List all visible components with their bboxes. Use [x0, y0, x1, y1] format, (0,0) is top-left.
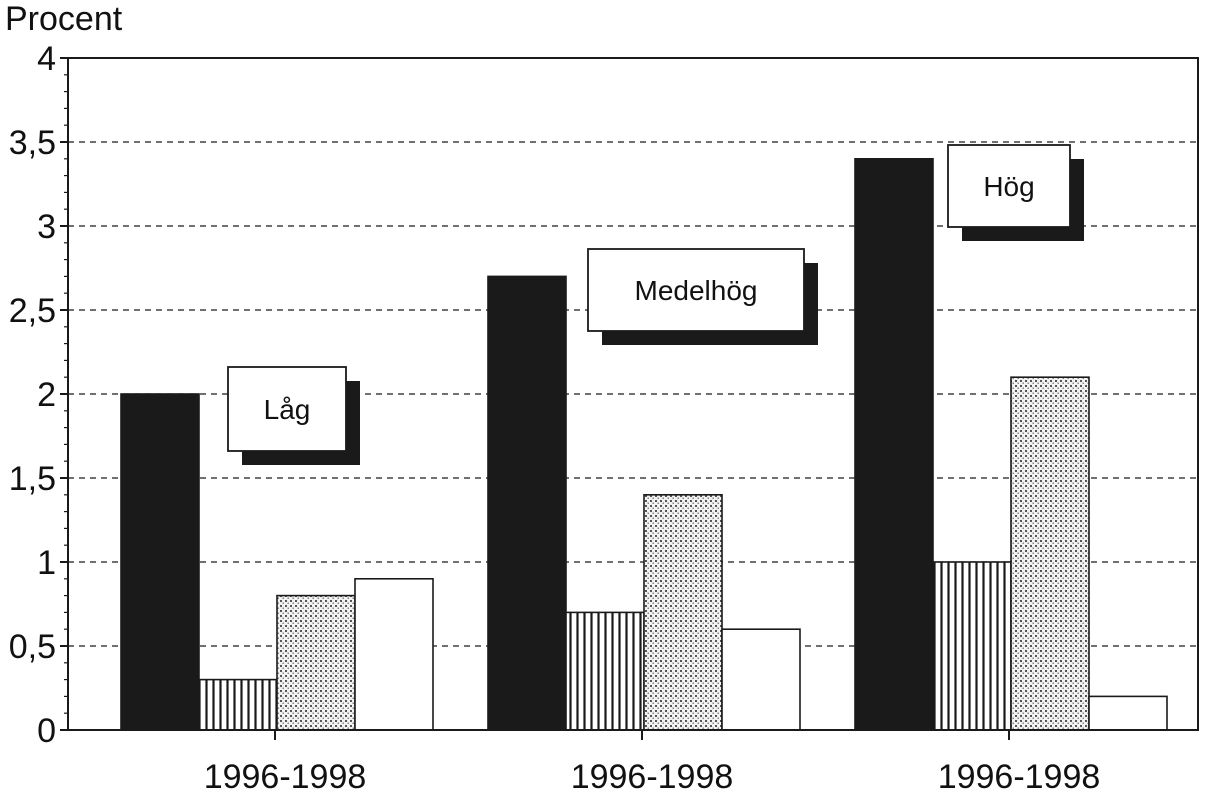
y-tick-label: 0	[37, 712, 56, 750]
plot-area-frame	[67, 57, 1199, 731]
bar	[487, 275, 567, 731]
x-axis-ticks: 1996-1998 1996-1998 1996-1998	[204, 730, 1101, 796]
bar	[565, 611, 645, 731]
y-tick-label: 0,5	[9, 628, 56, 666]
callout-box	[587, 248, 805, 332]
bar	[198, 678, 278, 731]
bar	[643, 493, 723, 731]
bar	[120, 393, 200, 731]
y-tick-label: 1	[37, 544, 56, 582]
bar	[721, 628, 801, 731]
y-tick-label: 2	[37, 376, 56, 414]
bars	[120, 158, 1168, 731]
y-tick-label: 2,5	[9, 292, 56, 330]
bar	[854, 158, 934, 731]
group-callouts: Låg Medelhög Hög	[227, 144, 1084, 465]
y-axis-label: Procent	[5, 0, 123, 38]
x-tick-label: 1996-1998	[938, 758, 1101, 796]
group-label: Hög	[983, 171, 1034, 202]
group-label: Medelhög	[635, 275, 758, 306]
bar	[1088, 695, 1168, 731]
bar	[1010, 376, 1090, 731]
y-tick-label: 1,5	[9, 460, 56, 498]
y-tick-label: 4	[37, 40, 56, 78]
group-label: Låg	[264, 394, 311, 425]
bar	[932, 561, 1012, 731]
callout-box	[947, 144, 1071, 228]
y-tick-label: 3	[37, 208, 56, 246]
x-tick-label: 1996-1998	[204, 758, 367, 796]
y-tick-label: 3,5	[9, 124, 56, 162]
bar	[276, 594, 356, 731]
x-tick-label: 1996-1998	[571, 758, 734, 796]
bar	[354, 577, 434, 731]
callout-box	[227, 366, 347, 452]
y-axis-ticks: 0 0,5 1 1,5 2 2,5 3 3,5 4	[9, 40, 68, 750]
